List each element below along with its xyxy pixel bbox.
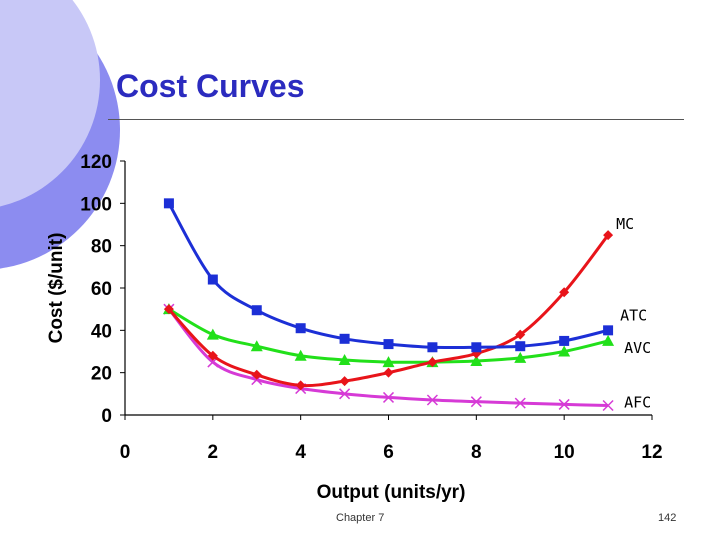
x-tick-label: 12 (641, 442, 662, 463)
x-axis-label: Output (units/yr) (317, 482, 466, 503)
x-tick-label: 8 (471, 442, 482, 463)
data-point-mc (295, 380, 306, 391)
y-tick-label: 40 (91, 321, 112, 342)
y-axis-label: Cost ($/unit) (46, 233, 67, 344)
data-point-avc (294, 349, 307, 361)
x-tick-label: 2 (208, 442, 219, 463)
data-point-afc (558, 398, 570, 410)
y-tick-label: 0 (101, 406, 112, 427)
footer-chapter: Chapter 7 (336, 512, 385, 524)
y-tick-label: 100 (80, 194, 112, 215)
data-point-afc (514, 397, 526, 409)
data-point-afc-stroke (426, 394, 438, 406)
data-point-mc (251, 369, 262, 380)
data-point-avc (206, 328, 219, 340)
decorative-circles (0, 0, 120, 269)
y-tick-label: 80 (91, 237, 112, 258)
data-point-atc (251, 305, 262, 316)
data-point-afc-stroke (339, 388, 351, 400)
data-point-atc (295, 323, 306, 334)
data-point-atc (515, 341, 526, 352)
curve-label-afc: AFC (624, 393, 651, 411)
data-point-atc (471, 342, 482, 353)
data-point-mc (339, 376, 350, 387)
data-point-atc (559, 335, 570, 346)
data-point-avc (514, 351, 527, 363)
data-point-mc (515, 329, 526, 340)
data-point-afc-stroke (470, 396, 482, 408)
data-point-afc (339, 388, 351, 400)
curve-label-atc: ATC (620, 306, 647, 324)
footer-page-number: 142 (658, 512, 677, 524)
y-tick-label: 60 (91, 279, 112, 300)
data-point-avc (338, 353, 351, 365)
data-point-mc (603, 230, 614, 241)
data-point-afc (426, 394, 438, 406)
curve-label-avc: AVC (624, 339, 651, 357)
x-tick-label: 10 (554, 442, 575, 463)
decorative-circle-inner (0, 0, 100, 207)
data-point-mc (207, 350, 218, 361)
x-tick-label: 4 (295, 442, 306, 463)
data-point-atc (383, 339, 394, 350)
data-point-avc (250, 340, 263, 352)
data-point-afc-stroke (602, 399, 614, 412)
title-divider (108, 119, 684, 120)
data-point-atc (339, 333, 350, 344)
series-mc (163, 230, 614, 391)
chart-series (162, 198, 615, 412)
data-point-mc (427, 357, 438, 368)
data-point-afc (602, 399, 614, 412)
data-point-mc (559, 287, 570, 298)
data-point-avc (382, 356, 395, 368)
data-point-afc-stroke (382, 391, 395, 403)
data-point-avc (470, 355, 483, 367)
data-point-afc (470, 396, 482, 408)
x-tick-label: 0 (120, 442, 131, 463)
data-point-afc-stroke (514, 397, 526, 409)
data-point-atc (163, 198, 174, 209)
x-tick-label: 6 (383, 442, 394, 463)
series-line-atc (167, 202, 609, 350)
y-tick-label: 20 (91, 364, 112, 385)
data-point-avc (602, 334, 615, 346)
data-point-mc (163, 304, 174, 315)
data-point-avc (558, 345, 571, 357)
curve-label-mc: MC (616, 215, 634, 233)
data-point-atc (427, 342, 438, 353)
chart-axes: 0 20 40 60 80 100 120 0 2 4 6 8 10 12 (80, 152, 662, 463)
data-point-atc (207, 274, 218, 285)
chart-curve-labels: AFC AVC MC ATC (616, 215, 651, 411)
series-atc (163, 198, 614, 353)
y-tick-label: 120 (80, 152, 112, 173)
data-point-atc (603, 325, 614, 336)
data-point-mc (383, 367, 394, 378)
slide-title: Cost Curves (116, 68, 305, 104)
data-point-afc (382, 391, 395, 403)
data-point-afc-stroke (558, 398, 570, 410)
